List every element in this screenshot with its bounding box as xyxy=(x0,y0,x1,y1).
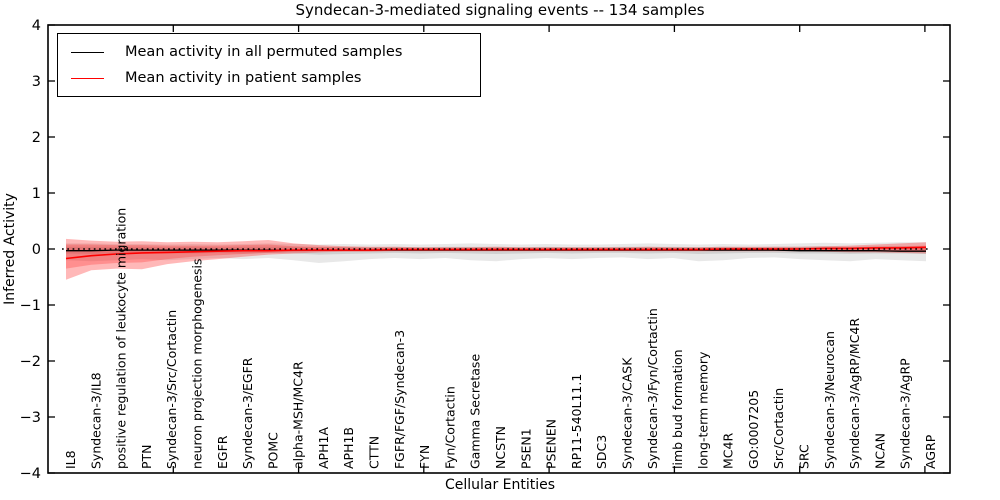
x-category-label: APH1B xyxy=(341,427,356,469)
legend-line-permuted xyxy=(71,51,104,53)
x-category-label: alpha-MSH/MC4R xyxy=(291,361,306,469)
x-category-label: IL8 xyxy=(63,450,78,469)
legend-label-patient: Mean activity in patient samples xyxy=(125,70,362,86)
x-category-label: neuron projection morphogenesis xyxy=(190,258,205,469)
x-category-label: AGRP xyxy=(923,434,938,469)
x-category-label: Fyn/Cortactin xyxy=(442,386,457,469)
x-category-label: Syndecan-3/Neurocan xyxy=(822,331,837,469)
y-tick-label: −4 xyxy=(20,466,41,482)
x-category-label: RP11-540L11.1 xyxy=(569,374,584,469)
x-category-label: Syndecan-3/AgRP/MC4R xyxy=(847,318,862,469)
x-category-label: CTTN xyxy=(367,436,382,469)
x-category-label: Syndecan-3/IL8 xyxy=(88,372,103,469)
x-category-label: Gamma Secretase xyxy=(468,354,483,469)
x-category-label: NCAN xyxy=(872,433,887,469)
x-category-label: Syndecan-3/Fyn/Cortactin xyxy=(645,308,660,469)
y-tick-label: 3 xyxy=(32,74,41,90)
x-category-label: PSEN1 xyxy=(518,428,533,469)
x-category-label: FYN xyxy=(417,445,432,469)
x-category-label: long-term memory xyxy=(695,351,710,469)
chart-title: Syndecan-3-mediated signaling events -- … xyxy=(295,1,705,19)
legend-item-permuted: Mean activity in all permuted samples xyxy=(71,44,480,60)
legend-item-patient: Mean activity in patient samples xyxy=(71,70,480,86)
y-tick-label: 1 xyxy=(32,186,41,202)
patient-mean-line xyxy=(65,246,927,260)
y-tick-label: −2 xyxy=(20,354,41,370)
x-category-label: SDC3 xyxy=(594,435,609,469)
x-category-label: Syndecan-3/CASK xyxy=(620,357,635,469)
y-tick-label: −1 xyxy=(20,298,41,314)
y-tick-label: −3 xyxy=(20,410,41,426)
legend: Mean activity in all permuted samples Me… xyxy=(57,33,481,97)
permuted-range-outer-band xyxy=(66,242,926,263)
x-category-label: GO:0007205 xyxy=(746,390,761,469)
x-category-label: MC4R xyxy=(721,433,736,469)
y-tick-label: 2 xyxy=(32,130,41,146)
y-tick-label: 0 xyxy=(32,242,41,258)
x-category-label: Syndecan-3/EGFR xyxy=(240,357,255,469)
x-category-label: Src/Cortactin xyxy=(771,388,786,469)
x-category-label: Syndecan-3/Src/Cortactin xyxy=(164,310,179,469)
x-category-label: PTN xyxy=(139,444,154,469)
x-category-label: NCSTN xyxy=(493,426,508,469)
x-category-label: APH1A xyxy=(316,427,331,469)
x-category-label: EGFR xyxy=(215,435,230,469)
x-category-label: Syndecan-3/AgRP xyxy=(898,358,913,469)
x-category-label: limb bud formation xyxy=(670,349,685,469)
y-tick-label: 4 xyxy=(32,18,41,34)
x-category-label: FGFR/FGF/Syndecan-3 xyxy=(392,330,407,469)
x-category-label: positive regulation of leukocyte migrati… xyxy=(114,208,129,469)
legend-line-patient xyxy=(71,77,104,79)
legend-label-permuted: Mean activity in all permuted samples xyxy=(125,44,403,60)
x-category-label: SRC xyxy=(797,444,812,469)
x-category-label: POMC xyxy=(265,432,280,469)
x-category-label: PSENEN xyxy=(544,419,559,469)
x-axis-label: Cellular Entities xyxy=(444,477,556,493)
